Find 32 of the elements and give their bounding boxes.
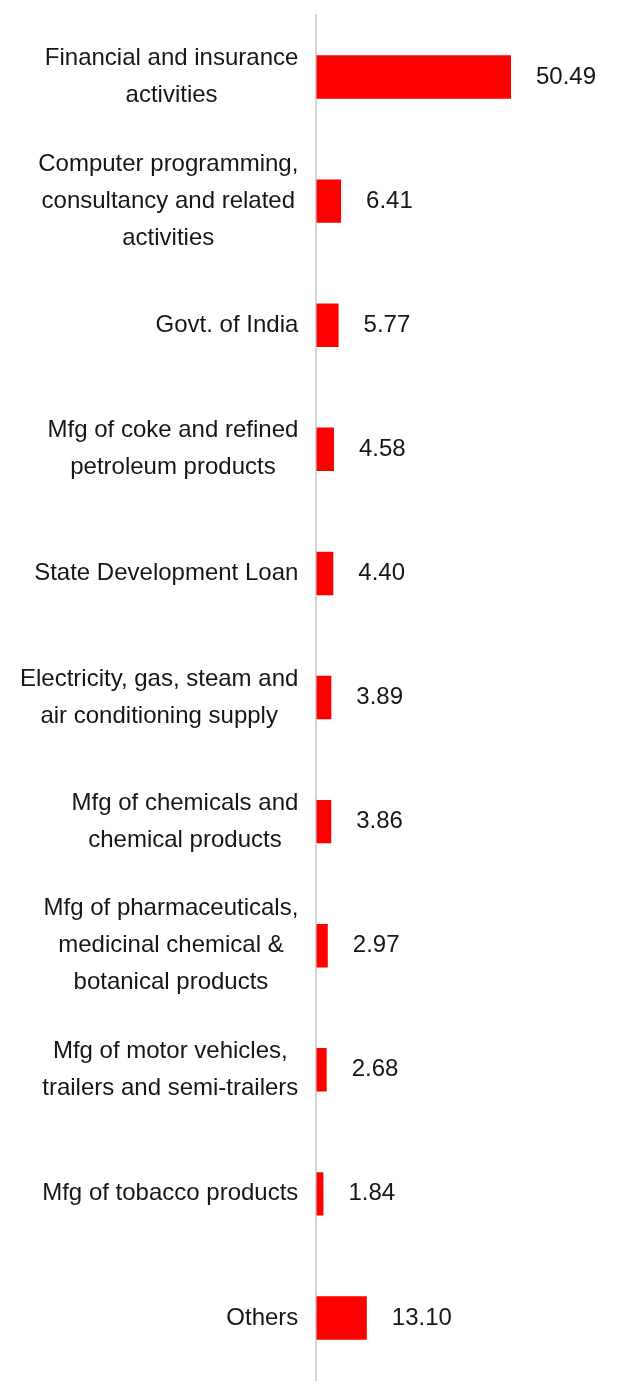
y-tick-label: Mfg of coke and refined petroleum products	[47, 415, 299, 480]
y-tick-label: Mfg of chemicals and chemical products	[71, 787, 299, 852]
y-tick-label: Govt. of India	[155, 309, 299, 337]
data-label: 2.97	[352, 930, 400, 958]
bar	[316, 799, 332, 844]
data-label: 4.40	[358, 558, 406, 586]
bar	[316, 1296, 367, 1340]
bar	[316, 303, 339, 347]
bar	[316, 55, 511, 99]
data-label: 50.49	[536, 61, 597, 89]
bar	[316, 923, 328, 968]
data-label: 13.10	[391, 1302, 452, 1330]
data-label: 1.84	[348, 1178, 396, 1206]
data-label: 3.89	[356, 682, 404, 710]
data-label: 5.77	[363, 309, 411, 337]
y-tick-label: Electricity, gas, steam and air conditioning supply	[19, 663, 299, 728]
bar	[316, 551, 334, 596]
bar	[316, 427, 334, 472]
bar	[316, 1048, 327, 1092]
data-label: 3.86	[356, 806, 403, 834]
y-tick-label: Financial and insurance activities	[44, 43, 299, 108]
y-tick-label: Mfg of pharmaceuticals, medicinal chemical & botanical products	[43, 893, 299, 995]
y-tick-label: Mfg of motor vehicles, trailers and semi-trailers	[42, 1035, 299, 1100]
y-tick-label: Others	[226, 1302, 299, 1330]
bar	[316, 179, 342, 223]
bar	[316, 675, 332, 720]
data-label: 2.68	[351, 1054, 399, 1082]
y-tick-label: Mfg of tobacco products	[42, 1178, 299, 1206]
y-tick-label: Computer programming, consultancy and related activities	[38, 148, 299, 250]
data-label: 4.58	[358, 433, 406, 461]
data-label: 6.41	[366, 185, 413, 213]
y-tick-label: State Development Loan	[34, 558, 299, 586]
